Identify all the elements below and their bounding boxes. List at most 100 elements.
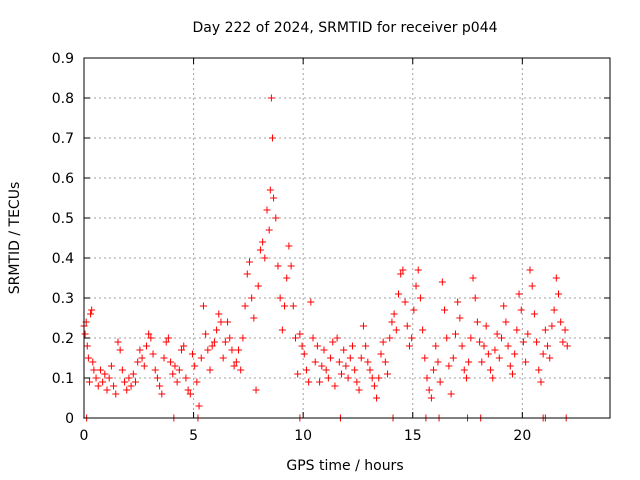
data-point [498, 334, 506, 342]
data-point [500, 302, 508, 310]
data-point [530, 310, 538, 318]
data-point [539, 350, 547, 358]
data-point [524, 330, 532, 338]
data-point [89, 358, 97, 366]
x-tick-label: 10 [294, 428, 312, 444]
y-tick-label: 0.7 [52, 131, 74, 147]
data-point [348, 342, 356, 350]
data-point [335, 358, 343, 366]
data-point [107, 362, 115, 370]
data-point [132, 378, 140, 386]
data-point [465, 358, 473, 366]
x-tick-label: 15 [404, 428, 422, 444]
data-point [381, 358, 389, 366]
data-point [313, 342, 321, 350]
data-point [528, 282, 536, 290]
data-point [134, 358, 142, 366]
data-point [390, 310, 398, 318]
data-point [182, 374, 190, 382]
data-point [186, 390, 194, 398]
data-point [199, 302, 207, 310]
data-point [449, 354, 457, 362]
data-point [370, 382, 378, 390]
data-point [217, 318, 225, 326]
data-point [489, 374, 497, 382]
data-point [259, 238, 267, 246]
data-point [173, 378, 181, 386]
data-point [283, 274, 291, 282]
data-point [526, 266, 534, 274]
data-point [272, 214, 280, 222]
data-point [206, 366, 214, 374]
data-point [228, 346, 236, 354]
data-point [427, 394, 435, 402]
data-point [357, 354, 365, 362]
data-point [226, 334, 234, 342]
data-point [224, 318, 232, 326]
data-point [169, 370, 177, 378]
data-point [90, 366, 98, 374]
data-point [248, 294, 256, 302]
data-point [412, 282, 420, 290]
y-tick-label: 0.3 [52, 291, 74, 307]
data-point [84, 354, 92, 362]
data-point [491, 346, 499, 354]
data-point [265, 226, 273, 234]
data-point [458, 342, 466, 350]
data-point [410, 306, 418, 314]
data-point [329, 338, 337, 346]
data-point [296, 330, 304, 338]
data-point [239, 334, 247, 342]
data-point [210, 338, 218, 346]
data-point [548, 322, 556, 330]
data-point [377, 350, 385, 358]
data-point [478, 358, 486, 366]
x-axis-label: GPS time / hours [286, 458, 403, 474]
data-point [202, 330, 210, 338]
data-point [237, 366, 245, 374]
data-point [355, 386, 363, 394]
data-point [561, 326, 569, 334]
data-point [136, 346, 144, 354]
data-point [281, 302, 289, 310]
data-point [103, 386, 111, 394]
data-point [232, 358, 240, 366]
data-point [188, 350, 196, 358]
data-point [167, 358, 175, 366]
data-point [252, 386, 260, 394]
data-point [147, 334, 155, 342]
data-point [266, 186, 274, 194]
data-point [384, 370, 392, 378]
data-point [160, 354, 168, 362]
data-points [80, 94, 571, 422]
data-point [267, 94, 275, 102]
data-point [230, 362, 238, 370]
data-point [294, 370, 302, 378]
y-tick-label: 0.6 [52, 171, 74, 187]
data-point [85, 378, 93, 386]
data-point [94, 382, 102, 390]
data-point [554, 290, 562, 298]
data-point [254, 282, 262, 290]
data-point [287, 262, 295, 270]
data-point [480, 342, 488, 350]
y-tick-label: 0.9 [52, 51, 74, 67]
data-point [191, 362, 199, 370]
data-point [180, 342, 188, 350]
data-point [482, 322, 490, 330]
data-point [245, 258, 253, 266]
data-point [121, 378, 129, 386]
data-point [511, 350, 519, 358]
data-point [438, 278, 446, 286]
data-point [114, 338, 122, 346]
y-tick-label: 0.5 [52, 211, 74, 227]
data-point [156, 382, 164, 390]
data-point [462, 374, 470, 382]
data-point [353, 378, 361, 386]
data-point [270, 194, 278, 202]
data-point [276, 294, 284, 302]
data-point [208, 342, 216, 350]
data-point [340, 346, 348, 354]
data-point [140, 362, 148, 370]
data-point [184, 386, 192, 394]
